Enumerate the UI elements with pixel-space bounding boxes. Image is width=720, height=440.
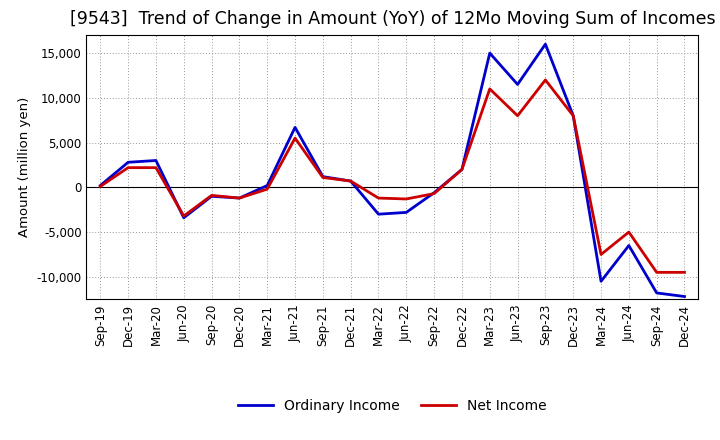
Ordinary Income: [207, 194, 216, 199]
Ordinary Income: [458, 167, 467, 172]
Ordinary Income: [374, 212, 383, 217]
Net Income: [541, 77, 550, 83]
Legend: Ordinary Income, Net Income: Ordinary Income, Net Income: [233, 394, 552, 419]
Ordinary Income: [318, 174, 327, 179]
Ordinary Income: [402, 210, 410, 215]
Net Income: [152, 165, 161, 170]
Net Income: [597, 252, 606, 257]
Net Income: [263, 187, 271, 192]
Ordinary Income: [179, 215, 188, 220]
Net Income: [513, 113, 522, 118]
Net Income: [96, 184, 104, 189]
Net Income: [374, 195, 383, 201]
Y-axis label: Amount (million yen): Amount (million yen): [18, 97, 31, 237]
Net Income: [291, 136, 300, 141]
Ordinary Income: [263, 183, 271, 188]
Net Income: [179, 213, 188, 219]
Net Income: [235, 195, 243, 201]
Ordinary Income: [346, 179, 355, 184]
Net Income: [680, 270, 689, 275]
Net Income: [124, 165, 132, 170]
Ordinary Income: [124, 160, 132, 165]
Ordinary Income: [291, 125, 300, 130]
Ordinary Income: [569, 113, 577, 118]
Ordinary Income: [624, 243, 633, 248]
Ordinary Income: [430, 190, 438, 195]
Net Income: [207, 193, 216, 198]
Ordinary Income: [597, 279, 606, 284]
Ordinary Income: [513, 82, 522, 87]
Ordinary Income: [96, 183, 104, 188]
Net Income: [569, 113, 577, 118]
Ordinary Income: [541, 41, 550, 47]
Net Income: [430, 191, 438, 196]
Net Income: [402, 196, 410, 202]
Net Income: [458, 167, 467, 172]
Ordinary Income: [152, 158, 161, 163]
Title: [9543]  Trend of Change in Amount (YoY) of 12Mo Moving Sum of Incomes: [9543] Trend of Change in Amount (YoY) o…: [70, 10, 715, 28]
Ordinary Income: [652, 290, 661, 296]
Line: Net Income: Net Income: [100, 80, 685, 272]
Net Income: [318, 175, 327, 180]
Ordinary Income: [680, 294, 689, 299]
Net Income: [624, 229, 633, 235]
Ordinary Income: [485, 51, 494, 56]
Net Income: [485, 86, 494, 92]
Ordinary Income: [235, 195, 243, 201]
Net Income: [652, 270, 661, 275]
Net Income: [346, 179, 355, 184]
Line: Ordinary Income: Ordinary Income: [100, 44, 685, 297]
